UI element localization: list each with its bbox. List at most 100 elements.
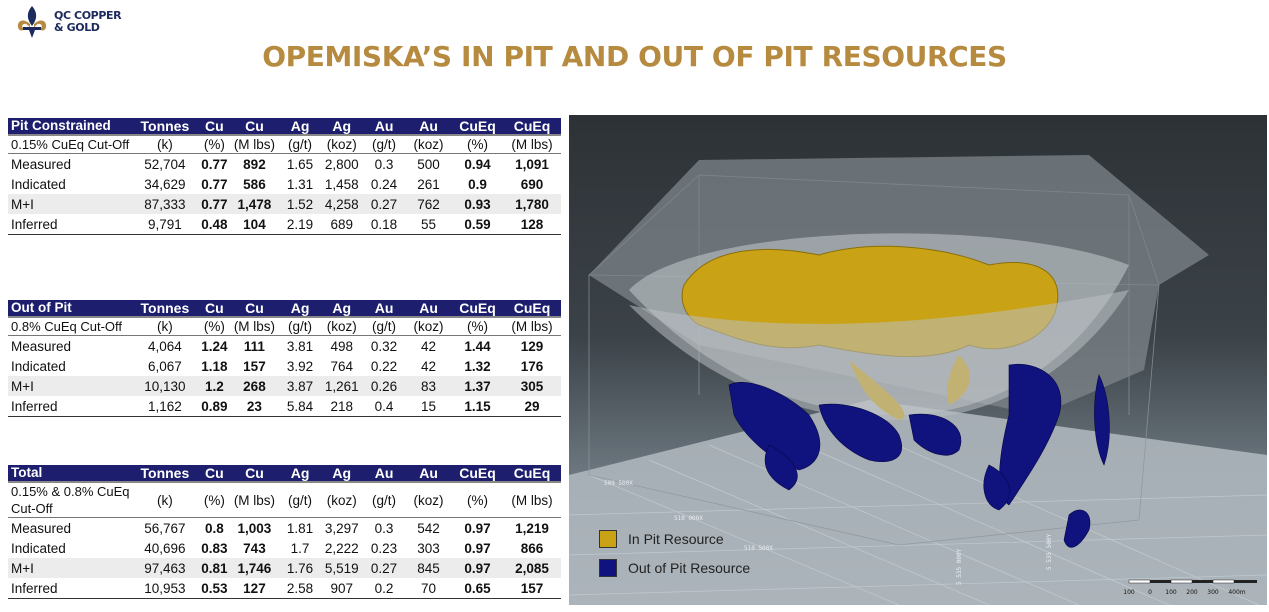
table-cell: 1.65 (279, 153, 321, 174)
table-cell: 892 (229, 153, 280, 174)
column-header: Cu (199, 300, 230, 317)
table-cell: 0.9 (468, 176, 487, 192)
scale-label: 100 (1165, 589, 1177, 596)
cutoff-label: 0.15% CuEq Cut-Off (8, 134, 131, 154)
unit-label: (k) (130, 134, 200, 154)
column-header: Ag (279, 465, 321, 482)
table-cell: 52,704 (130, 153, 200, 174)
table-cell: 1,780 (503, 194, 561, 214)
row-label: Measured (8, 517, 131, 538)
table-section-title: Total (8, 465, 131, 482)
unit-label: (g/t) (362, 134, 406, 154)
table-cell: 0.93 (451, 194, 504, 214)
table-cell: 0.27 (362, 194, 406, 214)
table-cell: 305 (503, 376, 561, 396)
table-cell: 1,746 (229, 558, 280, 578)
unit-label: (k) (130, 481, 200, 518)
table-cell: 1.2 (199, 376, 230, 396)
unit-label: (M lbs) (229, 134, 280, 154)
table-row: Inferred 9,791 0.48 104 2.19 689 0.18 55 0.59 128 (8, 214, 561, 235)
column-header: CuEq (451, 465, 504, 482)
table-cell: 542 (405, 517, 452, 538)
table-cell: 157 (243, 358, 266, 374)
row-label: Measured (8, 335, 131, 356)
row-label: M+I (8, 376, 131, 396)
legend-swatch (599, 530, 617, 548)
table-cell: 70 (405, 578, 452, 599)
table-cell: 1,478 (229, 194, 280, 214)
table-cell: 0.2 (362, 578, 406, 599)
logo-text: QC COPPER & GOLD (54, 9, 122, 34)
column-header: Cu (199, 118, 230, 135)
table-cell: 1,003 (229, 517, 280, 538)
table-cell: 586 (243, 176, 266, 192)
table-cell: 0.77 (199, 153, 230, 174)
unit-label: (%) (451, 316, 504, 336)
cutoff-label: 0.15% & 0.8% CuEq Cut-Off (8, 481, 131, 518)
table-cell: 0.48 (199, 214, 230, 235)
table-cell: 0.8 (199, 517, 230, 538)
unit-label: (%) (199, 134, 230, 154)
table-cell: 0.4 (362, 396, 406, 417)
table-cell: 0.32 (362, 335, 406, 356)
table-cell: 845 (405, 558, 452, 578)
table-row: M+I 10,130 1.2 268 3.87 1,261 0.26 83 1.37 305 (8, 376, 561, 396)
table-cell: 15 (405, 396, 452, 417)
scale-label: 300 (1207, 589, 1219, 596)
grid-label: 510 000X (674, 515, 703, 522)
column-header: Cu (229, 300, 280, 317)
table-cell: 498 (320, 335, 363, 356)
table-cell: 2.58 (279, 578, 321, 599)
scale-label: 0 (1148, 589, 1152, 596)
unit-label: (koz) (320, 481, 363, 518)
row-label: Indicated (11, 540, 66, 556)
table-cell: 762 (405, 194, 452, 214)
table-cell: 55 (405, 214, 452, 235)
table-cell: 2.19 (279, 214, 321, 235)
table-cell: 4,064 (130, 335, 200, 356)
row-label: M+I (8, 558, 131, 578)
table-cell: 10,130 (130, 376, 200, 396)
legend-label: Out of Pit Resource (628, 560, 751, 576)
column-header: Tonnes (130, 300, 200, 317)
column-header: Au (362, 465, 406, 482)
table-cell: 0.77 (201, 176, 228, 192)
table-cell: 1.18 (201, 358, 228, 374)
table-cell: 1.15 (451, 396, 504, 417)
scale-bar: 100 0 100 200 300 400m (1123, 579, 1257, 596)
table-cell: 0.97 (451, 517, 504, 538)
table-cell: 87,333 (130, 194, 200, 214)
unit-label: (M lbs) (503, 316, 561, 336)
table-cell: 0.59 (451, 214, 504, 235)
table-cell: 29 (503, 396, 561, 417)
column-header: CuEq (451, 118, 504, 135)
table-row: Indicated 6,067 1.18 157 3.92 764 0.22 42 1.32 17… (8, 356, 561, 376)
table-cell: 3.81 (279, 335, 321, 356)
unit-label: (k) (130, 316, 200, 336)
column-header: Ag (320, 465, 363, 482)
grid-label: 510 500X (744, 545, 773, 552)
table-section-title: Out of Pit (8, 300, 131, 317)
table-cell: 261 (417, 176, 440, 192)
table-row: Measured 4,064 1.24 111 3.81 498 0.32 42 1.44 129 (8, 335, 561, 356)
company-logo: QC COPPER & GOLD (14, 4, 122, 40)
pit-model-render: 509 500X 510 000X 510 500X 5 535 000Y 5 … (569, 155, 1267, 605)
table-cell: 5.84 (279, 396, 321, 417)
table-cell: 0.3 (362, 517, 406, 538)
table-section-title: Pit Constrained (8, 118, 131, 135)
row-label: Indicated (11, 358, 66, 374)
table-row: M+I 87,333 0.77 1,478 1.52 4,258 0.27 762 0.93 1,… (8, 194, 561, 214)
unit-label: (koz) (320, 316, 363, 336)
unit-label: (koz) (320, 134, 363, 154)
table-cell: 4,258 (320, 194, 363, 214)
table-cell: 0.24 (370, 176, 398, 192)
column-header: Ag (320, 300, 363, 317)
unit-label: (M lbs) (503, 134, 561, 154)
column-header: Tonnes (130, 118, 200, 135)
table-cell: 1,219 (503, 517, 561, 538)
table-cell: 1.52 (279, 194, 321, 214)
table-cell: 6,067 (147, 358, 182, 374)
table-cell: 1.37 (451, 376, 504, 396)
table-cell: 34,629 (144, 176, 186, 192)
table-cell: 1.76 (279, 558, 321, 578)
